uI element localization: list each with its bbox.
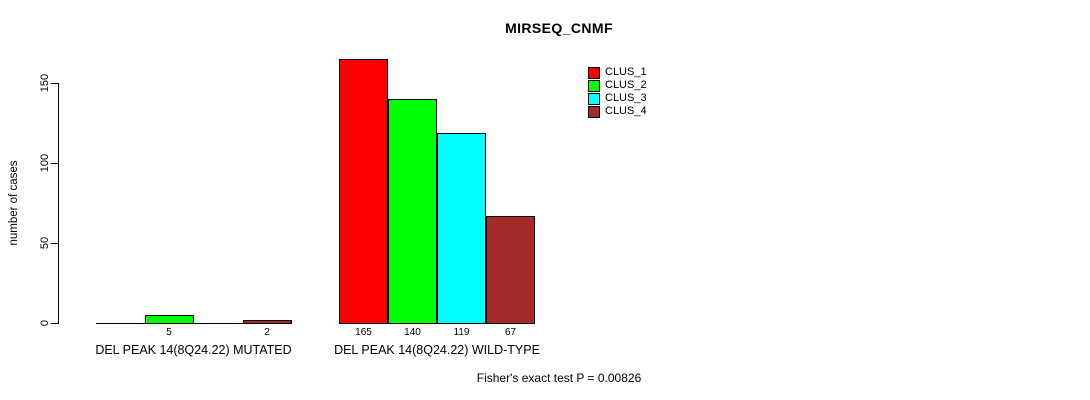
- y-tick: [51, 163, 58, 164]
- legend-swatch-icon: [588, 66, 600, 79]
- y-tick: [51, 83, 58, 84]
- bar-value-label: 165: [355, 327, 372, 338]
- y-tick: [51, 323, 58, 324]
- y-tick: [51, 243, 58, 244]
- bar-clus_4-group2: [486, 216, 535, 324]
- bar-clus_2-group1: [144, 315, 194, 324]
- legend-swatch-icon: [588, 79, 600, 92]
- legend-swatch-icon: [588, 105, 600, 118]
- y-tick-label: 150: [39, 73, 51, 93]
- bar-value-label: 5: [166, 327, 172, 338]
- group-label: DEL PEAK 14(8Q24.22) MUTATED: [95, 343, 292, 357]
- x-baseline: [95, 323, 292, 324]
- y-tick-label: 50: [39, 236, 51, 250]
- bar-clus_4-group1: [242, 320, 292, 324]
- legend-row-clus_4: CLUS_4: [588, 105, 647, 118]
- y-tick-label: 0: [39, 319, 51, 327]
- legend-swatch-icon: [588, 92, 600, 105]
- y-axis-title: number of cases: [8, 160, 20, 246]
- legend: CLUS_1 CLUS_2 CLUS_3 CLUS_4: [588, 66, 647, 118]
- legend-row-clus_3: CLUS_3: [588, 92, 647, 105]
- y-tick-label: 100: [39, 153, 51, 173]
- y-axis-line: [58, 83, 59, 324]
- legend-label: CLUS_1: [605, 66, 647, 78]
- legend-row-clus_1: CLUS_1: [588, 66, 647, 79]
- bar-value-label: 2: [264, 327, 270, 338]
- bar-value-label: 140: [404, 327, 421, 338]
- legend-row-clus_2: CLUS_2: [588, 79, 647, 92]
- group-label: DEL PEAK 14(8Q24.22) WILD-TYPE: [334, 343, 540, 357]
- chart-title: MIRSEQ_CNMF: [505, 20, 613, 36]
- legend-label: CLUS_4: [605, 105, 647, 117]
- legend-label: CLUS_3: [605, 92, 647, 104]
- footnote-text: Fisher's exact test P = 0.00826: [476, 371, 642, 385]
- bar-value-label: 67: [504, 327, 517, 338]
- bar-clus_1-group2: [339, 59, 388, 324]
- bar-value-label: 119: [453, 327, 470, 338]
- legend-label: CLUS_2: [605, 79, 647, 91]
- bar-clus_3-group2: [437, 133, 486, 324]
- bar-clus_2-group2: [388, 99, 437, 324]
